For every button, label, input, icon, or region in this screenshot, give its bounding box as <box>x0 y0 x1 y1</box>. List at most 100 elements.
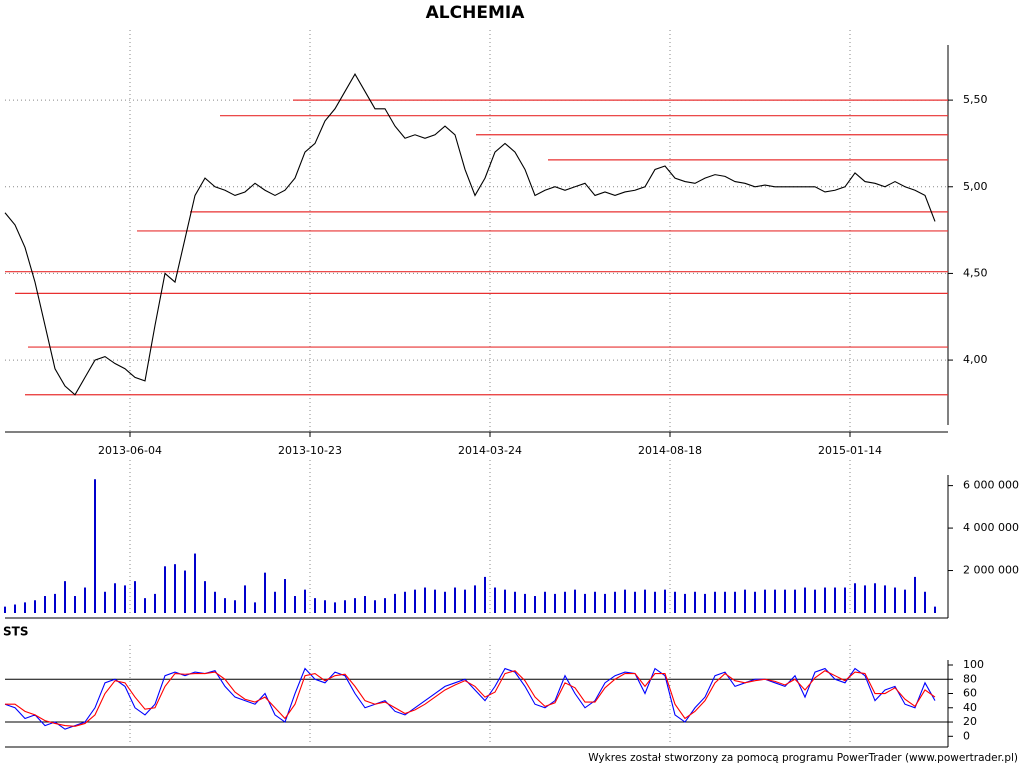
bar <box>294 596 296 613</box>
bar <box>44 596 46 613</box>
bar <box>914 576 916 613</box>
bar <box>204 581 206 613</box>
bar <box>514 591 516 613</box>
bar <box>24 602 26 613</box>
bar <box>494 587 496 613</box>
bar <box>414 589 416 613</box>
bar <box>524 593 526 613</box>
bar <box>154 593 156 613</box>
bar <box>884 585 886 613</box>
bar <box>304 589 306 613</box>
bar <box>374 600 376 613</box>
bar <box>274 591 276 613</box>
bar <box>254 602 256 613</box>
bar <box>264 572 266 613</box>
footer: Wykres został stworzony za pomocą progra… <box>588 752 1018 764</box>
bar <box>874 583 876 613</box>
line <box>5 670 936 727</box>
bar <box>144 598 146 613</box>
bar <box>794 589 796 613</box>
bar <box>94 479 96 613</box>
bar <box>404 591 406 613</box>
y-tick-label: 5,50 <box>963 93 988 106</box>
bar <box>104 591 106 613</box>
x-tick-label: 2014-03-24 <box>458 444 522 457</box>
y-tick-label: 6 000 000 <box>963 479 1019 492</box>
bar <box>774 589 776 613</box>
bar <box>284 579 286 613</box>
bar <box>234 600 236 613</box>
bar <box>464 589 466 613</box>
bar <box>594 591 596 613</box>
bar <box>654 591 656 613</box>
bar <box>714 591 716 613</box>
bar <box>324 600 326 613</box>
bar <box>444 591 446 613</box>
bar <box>924 591 926 613</box>
bar <box>344 600 346 613</box>
bar <box>904 589 906 613</box>
bar <box>484 576 486 613</box>
y-tick-label: 40 <box>963 701 977 714</box>
bar <box>784 589 786 613</box>
bar <box>634 591 636 613</box>
bar <box>864 585 866 613</box>
bar <box>214 591 216 613</box>
bar <box>574 589 576 613</box>
bar <box>64 581 66 613</box>
bar <box>184 570 186 613</box>
bar <box>394 593 396 613</box>
bar <box>844 587 846 613</box>
bar <box>604 593 606 613</box>
bar <box>824 587 826 613</box>
bar <box>224 598 226 613</box>
bar <box>614 591 616 613</box>
y-tick-label: 5,00 <box>963 180 988 193</box>
bar <box>724 591 726 613</box>
panel-title: STS <box>3 625 28 639</box>
bar <box>934 606 936 613</box>
bar <box>174 564 176 613</box>
bar <box>74 596 76 613</box>
bar <box>814 589 816 613</box>
bar <box>584 593 586 613</box>
bar <box>34 600 36 613</box>
x-tick-label: 2014-08-18 <box>638 444 702 457</box>
bar <box>624 589 626 613</box>
bar <box>114 583 116 613</box>
bar <box>854 583 856 613</box>
bar <box>534 596 536 613</box>
y-tick-label: 0 <box>963 729 970 742</box>
bar <box>124 585 126 613</box>
bar <box>364 596 366 613</box>
x-tick-label: 2015-01-14 <box>818 444 882 457</box>
bar <box>454 587 456 613</box>
y-tick-label: 2 000 000 <box>963 564 1019 577</box>
bar <box>694 591 696 613</box>
bar <box>764 589 766 613</box>
bar <box>84 587 86 613</box>
bar <box>194 553 196 613</box>
bar <box>744 589 746 613</box>
line <box>4 73 936 396</box>
bar <box>894 587 896 613</box>
chart-title: ALCHEMIA <box>426 3 526 23</box>
bar <box>4 606 6 613</box>
bar <box>424 587 426 613</box>
bar <box>544 591 546 613</box>
bar <box>314 598 316 613</box>
bar <box>644 589 646 613</box>
bar <box>134 581 136 613</box>
bar <box>474 585 476 613</box>
bar <box>504 589 506 613</box>
y-tick-label: 80 <box>963 672 977 685</box>
y-tick-label: 4,00 <box>963 353 988 366</box>
y-tick-label: 100 <box>963 658 984 671</box>
bar <box>684 593 686 613</box>
bar <box>164 566 166 613</box>
x-tick-label: 2013-06-04 <box>98 444 162 457</box>
bar <box>664 589 666 613</box>
bar <box>434 589 436 613</box>
bar <box>384 598 386 613</box>
